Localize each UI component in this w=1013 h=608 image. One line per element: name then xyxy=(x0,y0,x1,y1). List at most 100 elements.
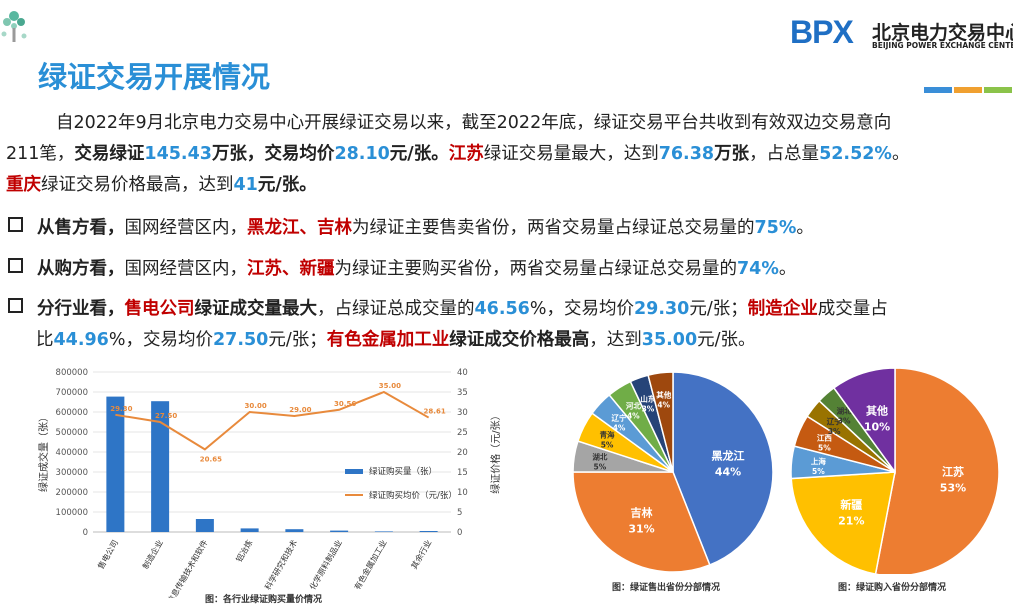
x-tick-label: 信息传输技术和软件 xyxy=(165,538,210,598)
y2-tick-label: 0 xyxy=(457,528,462,538)
bullet-text: 从售方看， xyxy=(37,218,125,238)
y2-tick-label: 20 xyxy=(457,448,468,458)
pie-slice-label: 其他 xyxy=(866,404,888,418)
pie-slice-percent: 4% xyxy=(657,401,670,410)
summary-text: ，占总量 xyxy=(749,144,820,164)
summary-value: 52.52% xyxy=(819,144,892,164)
pie-slice-percent: 21% xyxy=(838,515,864,528)
bullet-text: 国网经营区内， xyxy=(124,218,248,238)
bullet-industry-cont: 比44.96%，交易均价27.50元/张；有色金属加工业绿证成交价格最高，达到3… xyxy=(36,326,756,351)
legend-bar-swatch xyxy=(345,469,363,474)
bullet-highlight: 售电公司 xyxy=(124,299,195,319)
accent-bar-green xyxy=(984,87,1012,93)
accent-bars xyxy=(924,78,1013,93)
bar xyxy=(240,528,259,532)
bullet-highlight: 黑龙江、吉林 xyxy=(247,218,352,238)
pie-slice-percent: 5% xyxy=(594,462,607,471)
summary-text: 万张， xyxy=(211,144,265,164)
industry-bar-line-chart: 0 100000 200000 300000 400000 500000 600000 700… xyxy=(37,368,502,598)
summary-text: 。 xyxy=(891,144,910,164)
pie-slice-label: 江西 xyxy=(817,432,832,442)
summary-value: 145.43 xyxy=(144,144,212,164)
bullet-text: 比 xyxy=(36,330,54,350)
pie-slice-label: 辽宁 xyxy=(612,412,627,422)
summary-text: 元/张。 xyxy=(257,175,317,195)
pie-slice-label: 黑龙江 xyxy=(712,449,745,463)
pie-slice-percent: 4% xyxy=(627,412,640,421)
summary-text: 元/张。 xyxy=(389,144,449,164)
y-tick-label: 800000 xyxy=(56,368,88,378)
y2-tick-label: 25 xyxy=(457,428,468,438)
bpx-logo: BPX 北京电力交易中心 BEIJING POWER EXCHANGE CENT… xyxy=(790,14,1013,52)
bullet-text: 元/张。 xyxy=(697,330,756,350)
pie-slice-label: 湖北 xyxy=(837,405,852,415)
pie-slice-label: 山东 xyxy=(640,393,655,403)
y-tick-label: 400000 xyxy=(56,448,88,458)
summary-text: 绿证交易量最大，达到 xyxy=(483,144,659,164)
price-line xyxy=(115,390,430,451)
price-data-label: 35.00 xyxy=(379,382,401,390)
summary-text: 211笔， xyxy=(6,144,75,164)
pie-slice-percent: 4% xyxy=(613,423,626,432)
y-tick-label: 700000 xyxy=(56,388,88,398)
accent-bar-orange xyxy=(954,87,982,93)
y-tick-label: 0 xyxy=(83,528,88,538)
pie-slice xyxy=(832,367,896,475)
summary-text: 交易均价 xyxy=(264,144,335,164)
legend-line-label: 绿证购买均价（元/张） xyxy=(369,490,457,501)
logo-mark: BPX xyxy=(790,14,854,50)
bar xyxy=(330,530,349,532)
bullet-text: %，交易均价 xyxy=(529,299,634,319)
bullet-text: 。 xyxy=(796,218,814,238)
y2-tick-label: 40 xyxy=(457,368,468,378)
price-data-label: 29.00 xyxy=(289,406,311,414)
pie-slice-label: 河北 xyxy=(626,401,641,411)
price-data-label: 30.00 xyxy=(245,402,267,410)
pie-slice xyxy=(874,367,1000,574)
pie-slice xyxy=(672,371,774,566)
price-data-label: 29.30 xyxy=(110,405,132,413)
bullet-value: 35.00 xyxy=(641,330,698,350)
bar xyxy=(374,531,393,532)
bullet-buyer: 从购方看，国网经营区内，江苏、新疆为绿证主要购买省份，两省交易量占绿证总交易量的… xyxy=(8,255,796,280)
y2-tick-label: 35 xyxy=(457,388,468,398)
bullet-text: %，交易均价 xyxy=(108,330,213,350)
bullet-text: 绿证成交价格最高 xyxy=(449,330,590,350)
bullet-industry: 分行业看，售电公司绿证成交量最大，占绿证总成交量的46.56%，交易均价29.3… xyxy=(8,295,888,320)
pie-slice-label: 其他 xyxy=(656,390,671,400)
bullet-highlight: 制造企业 xyxy=(747,299,818,319)
bullet-text: 从购方看， xyxy=(37,259,125,279)
bar xyxy=(195,519,214,532)
pie-slice-percent: 53% xyxy=(940,481,966,494)
summary-text: 自2022年9月北京电力交易中心开展绿证交易以来，截至2022年底，绿证交易平台… xyxy=(56,113,892,133)
pie-slice-percent: 3% xyxy=(838,416,851,425)
y-axis-label: 绿证成交量（张） xyxy=(37,412,50,492)
bullet-text: 为绿证主要购买省份，两省交易量占绿证总交易量的 xyxy=(334,259,738,279)
y2-tick-label: 10 xyxy=(457,488,468,498)
pie-slice-percent: 5% xyxy=(818,443,831,452)
pie-slice-label: 新疆 xyxy=(840,498,862,512)
pie-slice-label: 湖北 xyxy=(592,451,607,461)
summary-line-1: 自2022年9月北京电力交易中心开展绿证交易以来，截至2022年底，绿证交易平台… xyxy=(56,108,891,139)
y-tick-label: 100000 xyxy=(56,508,88,518)
y-tick-label: 500000 xyxy=(56,428,88,438)
y2-tick-label: 30 xyxy=(457,408,468,418)
page-title: 绿证交易开展情况 xyxy=(38,60,271,94)
tree-logo-icon xyxy=(1,11,27,42)
price-data-label: 27.50 xyxy=(155,412,177,420)
bullet-value: 46.56 xyxy=(474,299,530,319)
bullet-value: 74% xyxy=(737,259,779,279)
chart-caption-industry: 图：各行业绿证购买量价情况 xyxy=(205,595,323,605)
y-tick-label: 200000 xyxy=(56,488,88,498)
pie-slice xyxy=(790,471,896,574)
y2-axis-label: 绿证价格（元/张） xyxy=(489,410,502,493)
pie-slice-percent: 10% xyxy=(864,421,890,434)
bullet-text: ，占绿证总成交量的 xyxy=(317,299,475,319)
bullet-value: 27.50 xyxy=(213,330,269,350)
chart-caption-seller: 图：绿证售出省份分部情况 xyxy=(612,583,721,593)
bar xyxy=(151,401,170,532)
bullet-square-icon xyxy=(8,217,23,232)
bullet-seller: 从售方看，国网经营区内，黑龙江、吉林为绿证主要售卖省份，两省交易量占绿证总交易量… xyxy=(8,214,814,239)
pie-slice-percent: 31% xyxy=(628,522,654,535)
